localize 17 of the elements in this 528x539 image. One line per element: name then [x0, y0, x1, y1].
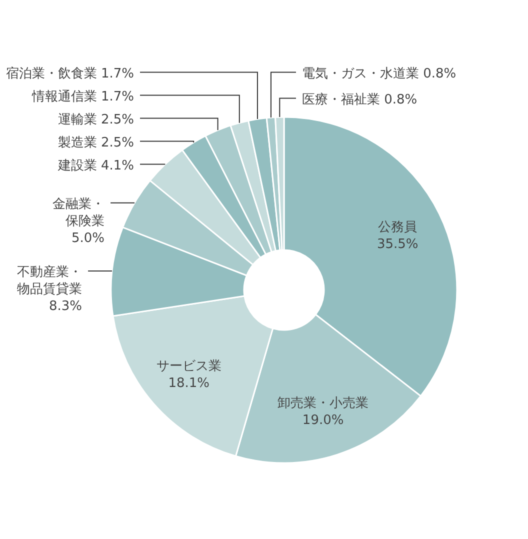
data-label: 8.3%	[49, 299, 82, 314]
slice-label: 卸売業・小売業	[278, 396, 369, 411]
data-label: 35.5%	[376, 236, 418, 252]
slice-label: 運輸業 2.5%	[58, 112, 134, 128]
data-label: 18.1%	[168, 376, 210, 391]
slice-label: 不動産業・物品賃貸業	[17, 264, 82, 298]
slice-label: 金融業・保険業	[52, 196, 105, 229]
slice-label: 医療・福祉業 0.8%	[302, 92, 418, 108]
slice-label: 電気・ガス・水道業 0.8%	[302, 66, 456, 82]
slice-label: 製造業 2.5%	[58, 135, 134, 150]
slice-label: サービス業	[156, 358, 222, 374]
data-label: 5.0%	[72, 230, 105, 246]
slice-label: 建設業 4.1%	[56, 158, 134, 174]
slice-label: 情報通信業 1.7%	[30, 89, 134, 104]
slice-label: 宿泊業・飲食業 1.7%	[6, 65, 134, 82]
data-label: 19.0%	[302, 412, 344, 428]
slice-label: 公務員	[378, 220, 418, 235]
